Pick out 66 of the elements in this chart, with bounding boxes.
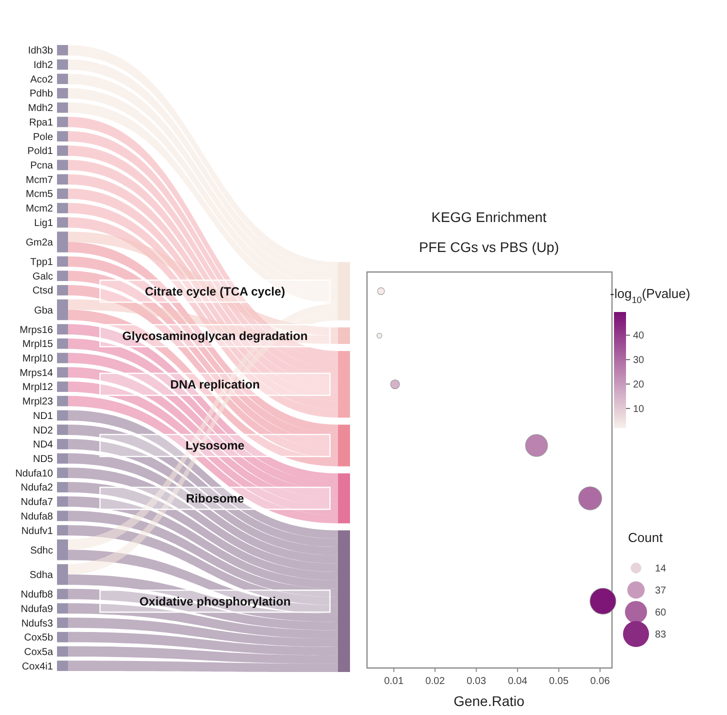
legend-label: 37 [655, 586, 667, 596]
color-bar-label: 10 [633, 404, 645, 415]
legend-label: 14 [655, 564, 667, 574]
legend-label: 60 [655, 608, 667, 618]
category-label: Ribosome [186, 492, 244, 506]
category-label: ND4 [32, 440, 54, 451]
category-label: Ndufv1 [21, 526, 54, 537]
category-label: ND1 [32, 410, 54, 422]
category-label: Mrpl10 [22, 354, 54, 364]
category-label: Ndufa2 [20, 482, 54, 494]
category-label: Glycosaminoglycan degradation [122, 328, 308, 343]
category-label: Lysosome [186, 438, 244, 453]
category-label: Mrps16 [20, 324, 54, 336]
category-label: Cox5b [24, 632, 54, 644]
category-label: Sdha [30, 570, 54, 582]
color-bar-label: 40 [633, 330, 645, 342]
category-label: Mrpl15 [22, 339, 54, 350]
category-label: Aco2 [30, 74, 54, 86]
category-label: Mcm7 [26, 174, 54, 186]
category-label: Ctsd [32, 286, 53, 297]
x-tick-label: 0.02 [425, 676, 446, 687]
category-label: Galc [32, 271, 53, 282]
category-label: ND5 [32, 454, 54, 465]
category-label: Mrpl12 [22, 382, 54, 394]
category-label: Idh2 [34, 60, 54, 72]
category-label: Pdhb [30, 88, 54, 100]
x-tick-label: 0.05 [549, 676, 569, 687]
category-label: Tpp1 [30, 257, 54, 268]
category-label: Citrate cycle (TCA cycle) [144, 284, 286, 298]
category-label: Ndufa7 [20, 497, 54, 508]
category-label: Pcna [30, 160, 54, 172]
chart-subtitle: PFE CGs vs PBS (Up) [418, 239, 560, 255]
category-label: Ndufb8 [20, 590, 54, 601]
legend-title: Count [628, 530, 664, 545]
category-label: Ndufa8 [20, 511, 54, 522]
category-label: Pole [32, 132, 54, 143]
x-tick-label: 0.04 [508, 676, 528, 687]
category-label: Mrpl23 [22, 396, 54, 408]
chart-title: KEGG Enrichment [431, 209, 547, 225]
x-axis-title: Gene.Ratio [454, 693, 525, 709]
color-bar-title: -log$_{10}$(Pvalue) [610, 286, 690, 305]
category-label: Lig1 [34, 218, 54, 229]
category-label: Ndufs3 [21, 618, 54, 630]
category-label: DNA replication [170, 378, 260, 392]
category-label: Gba [34, 305, 54, 316]
category-label: Ndufa9 [20, 604, 54, 615]
category-label: ND2 [32, 425, 54, 436]
color-bar-label: 20 [633, 380, 645, 391]
category-label: Ndufa10 [15, 468, 54, 480]
x-tick-label: 0.01 [384, 676, 404, 687]
category-label: Mcm5 [26, 189, 54, 200]
category-label: Idh3b [28, 46, 54, 57]
category-label: Cox4i1 [22, 661, 54, 672]
category-label: Rpa1 [29, 117, 54, 128]
category-label: Pold1 [27, 146, 54, 158]
x-tick-label: 0.06 [590, 676, 610, 687]
color-bar-label: 30 [633, 355, 645, 366]
category-label: Mcm2 [26, 204, 54, 215]
category-label: Cox5a [24, 646, 54, 658]
x-tick-label: 0.03 [466, 676, 486, 687]
category-label: Sdhc [30, 545, 53, 556]
category-label: Gm2a [26, 237, 54, 248]
category-label: Mrps14 [20, 368, 54, 379]
category-label: Oxidative phosphorylation [139, 594, 291, 608]
category-label: Mdh2 [28, 103, 54, 114]
legend-label: 83 [655, 630, 667, 640]
